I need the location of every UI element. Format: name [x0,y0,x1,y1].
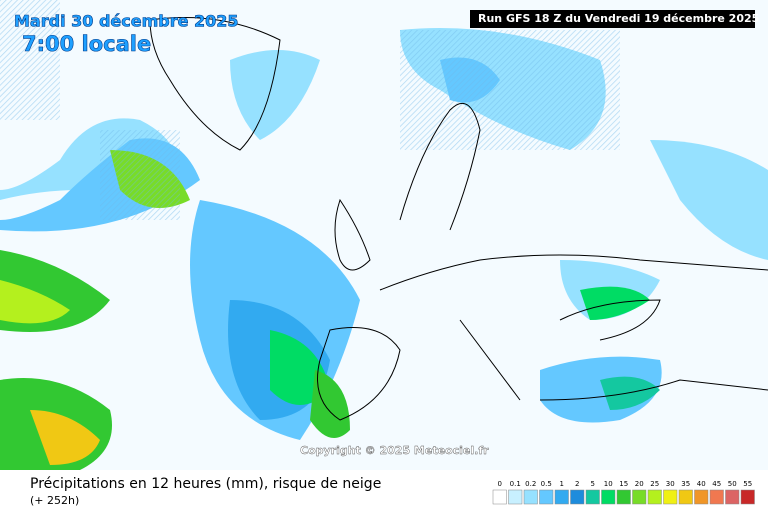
legend-label: 20 [635,480,644,488]
legend-label: 0.2 [525,480,536,488]
run-label: Run GFS 18 Z du Vendredi 19 décembre 202… [478,12,759,25]
legend-label: 55 [743,480,752,488]
legend-label: 25 [650,480,659,488]
legend-swatch [539,489,554,505]
legend-swatch [725,489,740,505]
footer-title: Précipitations en 12 heures (mm), risque… [30,476,381,492]
legend-label: 10 [604,480,613,488]
legend-label: 0 [498,480,502,488]
legend-label: 1 [560,480,564,488]
legend-swatch [554,489,569,505]
legend-label: 0.1 [510,480,521,488]
legend-label: 2 [575,480,579,488]
legend-label: 45 [712,480,721,488]
legend-label: 50 [728,480,737,488]
legend-label: 15 [619,480,628,488]
legend-swatch [709,489,724,505]
legend: 0 0.1 0.2 0.5 1 2 5 10 15 20 25 30 35 40 45 50 55 [492,480,755,505]
copyright: Copyright © 2025 Meteociel.fr [300,444,489,457]
legend-swatch [678,489,693,505]
time-label: 7:00 locale [22,32,151,56]
legend-label: 0.5 [541,480,552,488]
legend-swatch [616,489,631,505]
legend-swatch [585,489,600,505]
legend-swatch [740,489,755,505]
legend-swatch [570,489,585,505]
precipitation-field [0,0,768,470]
legend-swatch [663,489,678,505]
run-banner [470,10,755,28]
legend-label: 35 [681,480,690,488]
legend-swatch [508,489,523,505]
legend-label: 40 [697,480,706,488]
legend-swatch [694,489,709,505]
legend-label: 30 [666,480,675,488]
lead-time: (+ 252h) [30,494,79,507]
legend-swatch [632,489,647,505]
legend-swatch [523,489,538,505]
coastlines [149,17,768,421]
legend-swatch [647,489,662,505]
legend-swatch [492,489,507,505]
legend-label: 5 [591,480,595,488]
date-label: Mardi 30 décembre 2025 [14,12,239,31]
legend-swatch [601,489,616,505]
